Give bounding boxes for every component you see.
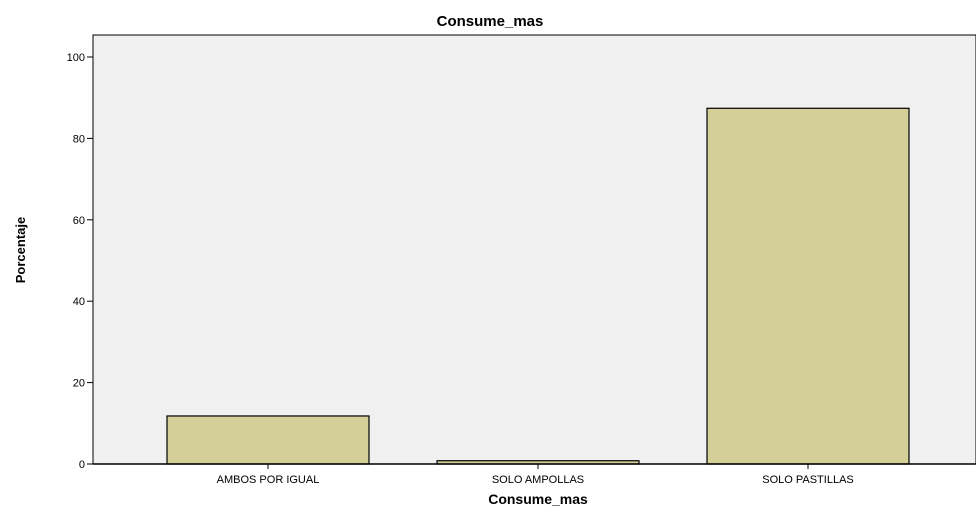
x-axis: AMBOS POR IGUAL SOLO AMPOLLAS SOLO PASTILL… bbox=[93, 463, 976, 486]
x-axis-title: Consume_mas bbox=[488, 491, 588, 507]
y-tick-label: 80 bbox=[73, 133, 85, 145]
x-tick-label: AMBOS POR IGUAL bbox=[217, 474, 320, 486]
x-tick-label: SOLO AMPOLLAS bbox=[492, 474, 584, 486]
x-tick-label: SOLO PASTILLAS bbox=[762, 474, 854, 486]
y-axis-title: Porcentaje bbox=[13, 217, 28, 283]
y-tick-label: 0 bbox=[79, 459, 85, 471]
y-tick-label: 40 bbox=[73, 296, 85, 308]
chart-title: Consume_mas bbox=[437, 13, 544, 30]
bar-ambos-por-igual bbox=[166, 415, 370, 465]
y-tick-label: 100 bbox=[67, 52, 85, 64]
y-tick-label: 60 bbox=[73, 215, 85, 227]
bar-solo-pastillas bbox=[706, 107, 910, 465]
y-axis: 0 20 40 60 80 100 bbox=[67, 35, 94, 471]
bars-group bbox=[166, 107, 910, 465]
y-tick-label: 20 bbox=[73, 378, 85, 390]
